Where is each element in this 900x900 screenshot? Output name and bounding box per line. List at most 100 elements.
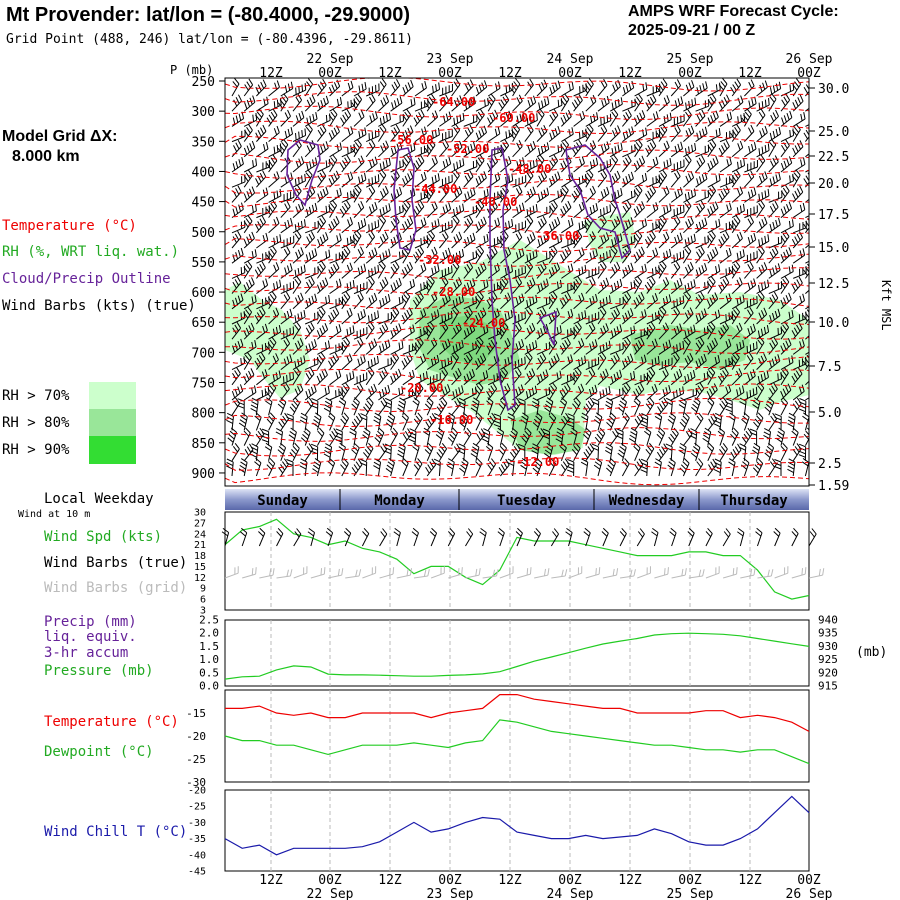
upper-wind-barb-flag (750, 189, 754, 197)
upper-wind-barb-flag (749, 215, 755, 223)
upper-wind-barb-flag (707, 280, 709, 288)
upper-wind-barb-flag (591, 341, 595, 349)
upper-wind-barb-flag (725, 340, 729, 348)
upper-wind-barb-flag (563, 138, 570, 146)
upper-wind-barb-flag (243, 238, 248, 246)
upper-wind-barb-flag (284, 85, 288, 93)
upper-wind-barb-flag (296, 321, 302, 328)
upper-wind-barb-flag (787, 468, 794, 473)
upper-wind-barb-flag (620, 97, 623, 105)
upper-wind-barb-flag (275, 326, 279, 334)
upper-wind-barb-flag (752, 342, 755, 350)
upper-wind-barb-flag (739, 341, 742, 349)
upper-wind-barb-flag (442, 397, 448, 404)
upper-wind-barb-flag (661, 260, 667, 267)
upper-wind-barb (731, 462, 736, 477)
upper-wind-barb-flag (461, 339, 464, 347)
upper-wind-barb-flag (633, 445, 640, 452)
upper-wind-barb-flag (673, 218, 679, 225)
upper-wind-barb-flag (346, 355, 350, 363)
upper-wind-barb (317, 301, 330, 310)
upper-wind-barb (475, 104, 489, 112)
upper-wind-barb (683, 177, 694, 188)
upper-wind-barb-flag (774, 200, 779, 208)
upper-wind-barb-flag (570, 218, 574, 226)
upper-wind-barb-flag (373, 338, 378, 346)
upper-wind-barb-flag (676, 298, 678, 306)
upper-wind-barb (682, 446, 687, 461)
upper-wind-barb (500, 117, 512, 127)
upper-wind-barb-flag (319, 172, 325, 180)
upper-wind-barb-flag (544, 449, 552, 455)
upper-wind-barb-flag (452, 254, 456, 262)
upper-wind-barb-flag (382, 252, 385, 260)
upper-wind-barb-flag (718, 238, 723, 246)
upper-wind-barb-flag (430, 358, 434, 366)
upper-wind-barb-flag (462, 112, 465, 120)
rh-swatch-80 (89, 409, 136, 436)
upper-wind-barb-flag (382, 188, 387, 196)
upper-wind-barb-flag (550, 412, 557, 419)
upper-wind-barb-flag (628, 438, 636, 443)
upper-wind-barb-flag (549, 178, 553, 186)
upper-wind-barb-flag (662, 325, 667, 332)
upper-wind-barb-flag (812, 98, 814, 105)
upper-wind-barb-flag (709, 297, 714, 305)
upper-wind-barb-flag (640, 292, 645, 299)
upper-wind-barb-flag (244, 102, 248, 110)
upper-wind-barb-flag (248, 124, 253, 131)
rh-level-80: RH > 80% (2, 415, 70, 431)
upper-wind-barb (329, 103, 342, 112)
upper-wind-barb-flag (749, 371, 754, 379)
upper-wind-barb (402, 376, 415, 386)
upper-wind-barb-flag (300, 292, 304, 300)
upper-wind-barb (719, 208, 732, 219)
upper-wind-barb-flag (483, 326, 486, 334)
upper-wind-barb-flag (564, 248, 569, 256)
upper-wind-barb-flag (239, 419, 247, 424)
upper-wind-barb-flag (549, 160, 554, 167)
upper-wind-barb-flag (532, 141, 536, 148)
upper-wind-barb-flag (321, 215, 327, 222)
upper-wind-barb-flag (630, 171, 634, 179)
upper-wind-barb-flag (243, 266, 249, 273)
rh-level-90: RH > 90% (2, 442, 70, 458)
upper-wind-barb-flag (469, 325, 473, 333)
upper-wind-barb-flag (536, 158, 538, 166)
upper-wind-barb-flag (477, 202, 483, 210)
upper-wind-barb-flag (265, 142, 269, 150)
upper-wind-barb (280, 343, 290, 355)
upper-wind-barb-flag (747, 191, 751, 199)
upper-wind-barb (805, 107, 809, 112)
upper-wind-barb (780, 145, 790, 158)
upper-wind-barb-flag (701, 155, 706, 162)
upper-wind-barb (439, 100, 450, 112)
upper-wind-barb-flag (413, 117, 418, 124)
upper-wind-barb-flag (679, 323, 683, 331)
upper-wind-barb-flag (251, 397, 259, 402)
upper-wind-barb-flag (663, 233, 667, 241)
upper-wind-barb-flag (698, 203, 703, 210)
upper-wind-barb-flag (752, 467, 759, 474)
upper-wind-barb-flag (722, 233, 728, 241)
upper-wind-barb-flag (292, 400, 299, 407)
upper-wind-barb-flag (556, 281, 559, 289)
upper-wind-barb-flag (416, 339, 422, 347)
upper-wind-barb-flag (757, 412, 764, 419)
upper-wind-barb-flag (470, 98, 473, 106)
upper-wind-barb-flag (234, 297, 238, 305)
upper-wind-barb-flag (554, 82, 558, 90)
upper-wind-barb-flag (419, 245, 425, 253)
upper-wind-barb-flag (606, 141, 610, 149)
upper-wind-barb-flag (447, 384, 451, 391)
upper-wind-barb-flag (338, 324, 342, 332)
upper-wind-barb-flag (317, 84, 323, 91)
upper-wind-barb-flag (537, 111, 543, 118)
upper-wind-barb-flag (297, 313, 300, 321)
upper-wind-barb-flag (489, 114, 494, 122)
upper-wind-barb-flag (711, 340, 716, 348)
upper-wind-barb-flag (570, 308, 574, 316)
upper-wind-barb-flag (709, 206, 714, 214)
upper-wind-barb-flag (583, 132, 589, 139)
upper-wind-barb-flag (646, 281, 652, 289)
